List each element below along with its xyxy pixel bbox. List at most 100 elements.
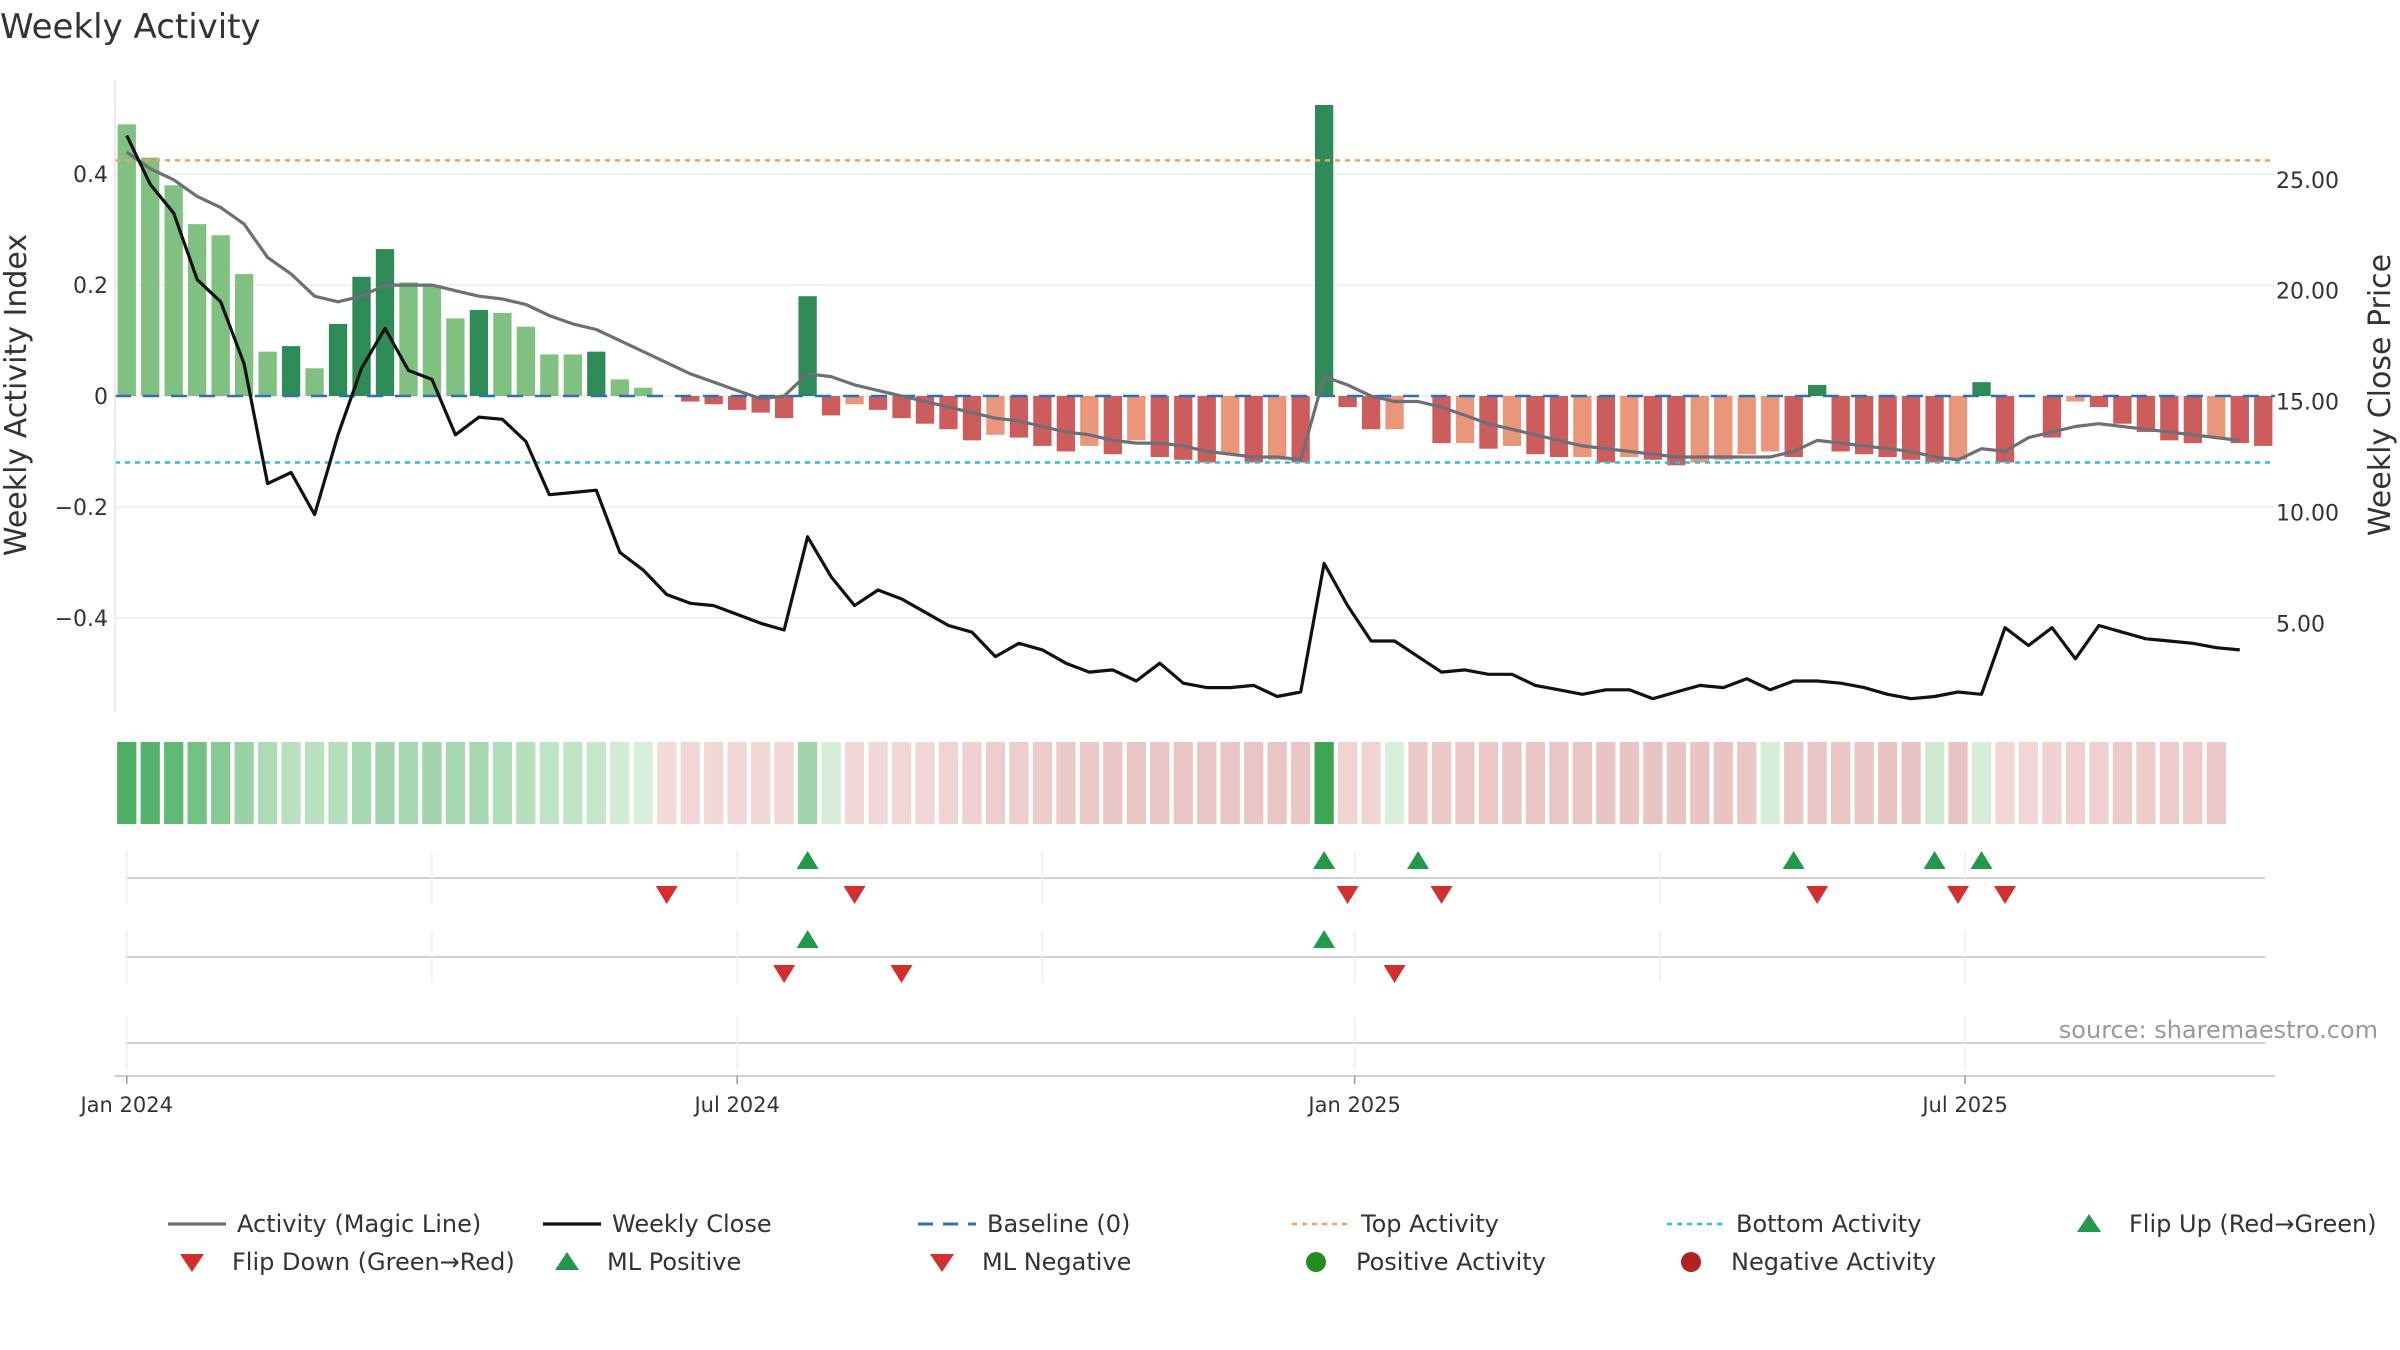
legend-swatch-triangle: [2077, 1214, 2101, 1232]
strip-cell: [1737, 742, 1757, 824]
activity-bar: [1338, 396, 1357, 408]
strip-cell: [516, 742, 536, 824]
strip-cell: [1619, 742, 1639, 824]
activity-bar: [1596, 396, 1616, 463]
strip-cell: [1314, 742, 1334, 824]
activity-bar: [188, 224, 207, 396]
strip-cell: [422, 742, 442, 824]
legend-label: ML Positive: [607, 1248, 741, 1276]
activity-bars: [117, 104, 2273, 466]
activity-bar: [1808, 384, 1827, 396]
legend-item: ML Positive: [555, 1248, 741, 1276]
ml-positive-marker: [796, 930, 819, 948]
legend-item: Positive Activity: [1306, 1248, 1546, 1276]
strip-cell: [727, 742, 747, 824]
activity-bar: [375, 249, 395, 396]
strip-cell: [1150, 742, 1170, 824]
activity-bar: [2160, 396, 2179, 441]
flip-up-marker: [796, 851, 819, 869]
flip-down-marker: [843, 886, 866, 904]
strip-cell: [938, 742, 959, 824]
strip-cell: [1784, 742, 1804, 824]
activity-bar: [1080, 396, 1099, 446]
activity-bar: [962, 396, 982, 441]
activity-bar: [281, 346, 301, 396]
legend-swatch-circle: [1306, 1252, 1326, 1272]
legend-label: Flip Up (Red→Green): [2129, 1210, 2377, 1238]
flip-down-marker: [1430, 886, 1453, 904]
flip-down-marker: [1336, 886, 1359, 904]
flip-up-marker: [1923, 851, 1946, 869]
activity-bar: [117, 124, 136, 396]
strip-cell: [304, 742, 325, 824]
strip-cell: [281, 742, 301, 824]
activity-bar: [2254, 396, 2273, 446]
left-tick-label: −0.4: [55, 607, 108, 632]
strip-cell: [633, 742, 653, 824]
legend-label: ML Negative: [982, 1248, 1131, 1276]
activity-bar: [540, 354, 559, 396]
strip-cell: [680, 742, 700, 824]
activity-bar: [1009, 396, 1029, 438]
strip-cell: [2159, 742, 2179, 824]
activity-bar: [1784, 396, 1803, 457]
activity-bar: [728, 396, 747, 410]
strip-cell: [1431, 742, 1452, 824]
legend-item: Top Activity: [1292, 1210, 1499, 1238]
legend-label: Activity (Magic Line): [237, 1210, 481, 1238]
activity-bar: [1455, 396, 1475, 444]
strip-cell: [1572, 742, 1593, 824]
x-tick-label: Jul 2025: [1920, 1093, 2007, 1117]
right-tick-label: 20.00: [2276, 280, 2339, 305]
strip-cell: [1643, 742, 1663, 824]
strip-cell: [328, 742, 348, 824]
strip-cell: [1690, 742, 1710, 824]
magic-line-series: [125, 150, 2240, 462]
activity-bar: [821, 396, 841, 416]
activity-bar: [1690, 396, 1709, 463]
x-tick-label: Jul 2024: [692, 1093, 779, 1117]
legend-item: Baseline (0): [918, 1210, 1130, 1238]
activity-bar: [2042, 396, 2062, 438]
legend-swatch-circle: [1681, 1252, 1701, 1272]
strip-cell: [1220, 742, 1240, 824]
legend-swatch-triangle: [555, 1252, 579, 1270]
activity-bar: [1291, 396, 1310, 463]
activity-bar: [1620, 396, 1639, 457]
strip-cell: [1337, 742, 1358, 824]
strip-cell: [844, 742, 865, 824]
flip-up-marker: [1313, 851, 1336, 869]
left-tick-label: −0.2: [55, 496, 108, 521]
strip-cell: [1455, 742, 1475, 824]
activity-bar: [422, 285, 442, 396]
activity-bar: [469, 310, 489, 396]
activity-bar: [587, 351, 606, 396]
strip-cell: [586, 742, 606, 824]
strip-cell: [1948, 742, 1968, 824]
signal-marker-rows: [125, 851, 2265, 1069]
strip-cell: [1291, 742, 1311, 824]
activity-bar: [2113, 396, 2132, 424]
flip-up-marker: [1970, 851, 1993, 869]
ml-positive-marker: [1313, 930, 1336, 948]
activity-bar: [1948, 396, 1968, 460]
activity-bar: [704, 396, 723, 405]
activity-bar: [2066, 396, 2085, 402]
strip-cell: [211, 742, 231, 824]
activity-bar: [845, 396, 864, 405]
strip-cell: [751, 742, 771, 824]
strip-cell: [1877, 742, 1898, 824]
strip-cell: [1549, 742, 1569, 824]
strip-cell: [351, 742, 372, 824]
strip-cell: [1995, 742, 2015, 824]
strip-cell: [1267, 742, 1287, 824]
strip-cell: [539, 742, 559, 824]
strip-cell: [257, 742, 278, 824]
right-tick-label: 25.00: [2276, 169, 2339, 194]
legend-label: Weekly Close: [612, 1210, 772, 1238]
x-tick-label: Jan 2024: [78, 1093, 173, 1117]
x-axis: Jan 2024 Jul 2024 Jan 2025 Jul 2025: [78, 1075, 2275, 1117]
ml-negative-marker: [773, 965, 796, 983]
legend-label: Flip Down (Green→Red): [232, 1248, 515, 1276]
